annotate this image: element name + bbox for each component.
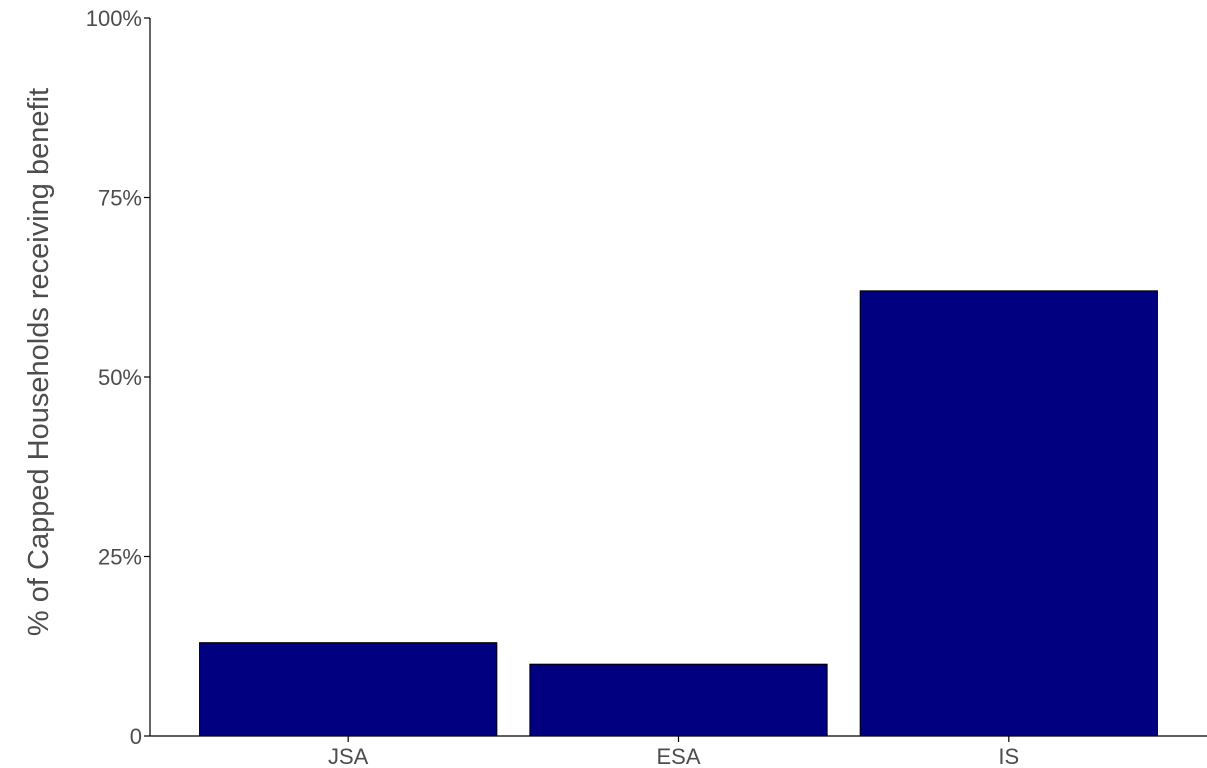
bar-jsa bbox=[199, 642, 498, 737]
x-ticks: JSA ESA IS bbox=[328, 736, 1019, 768]
y-tick-label: 75% bbox=[98, 186, 142, 211]
x-tick-label-is: IS bbox=[998, 744, 1019, 768]
bars-layer bbox=[199, 290, 1158, 737]
y-tick-label: 100% bbox=[86, 6, 142, 31]
y-tick-label: 0 bbox=[130, 724, 142, 749]
y-tick-label: 50% bbox=[98, 365, 142, 390]
x-tick-label-esa: ESA bbox=[656, 744, 700, 768]
y-axis-title: % of Capped Households receiving benefit bbox=[23, 88, 55, 636]
bar-is bbox=[859, 290, 1158, 737]
y-ticks: 0 25% 50% 75% 100% bbox=[86, 6, 150, 749]
bar-esa bbox=[529, 663, 828, 737]
x-tick-label-jsa: JSA bbox=[328, 744, 369, 768]
y-tick-label: 25% bbox=[98, 545, 142, 570]
